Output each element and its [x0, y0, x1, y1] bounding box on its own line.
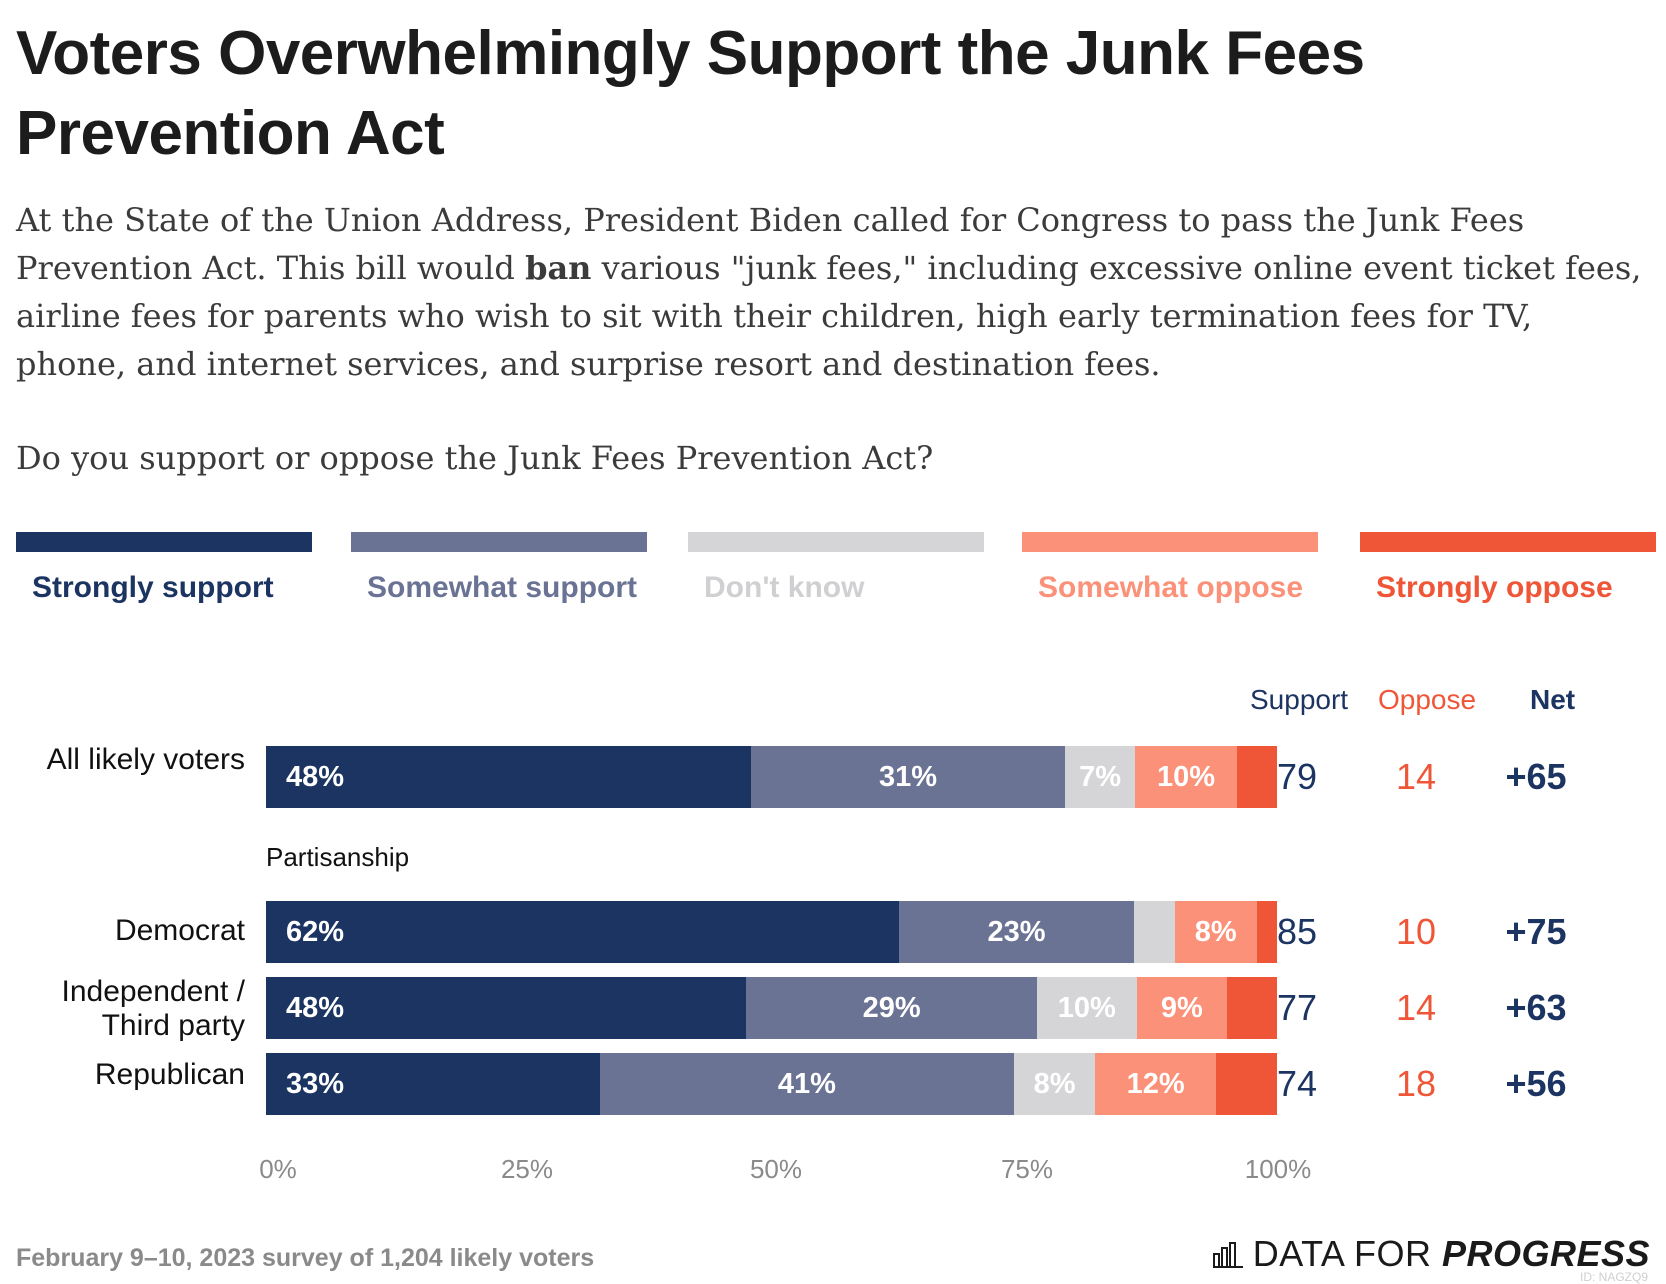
- data-label: 31%: [878, 761, 938, 793]
- bar-segment-all-likely-voters-somewhat-oppose: [1135, 746, 1237, 808]
- data-label: 62%: [286, 916, 345, 948]
- support-column-header: Support: [1250, 684, 1349, 715]
- data-label: 8%: [1194, 916, 1237, 948]
- x-tick-label: 50%: [749, 1154, 803, 1184]
- support-value: 77: [1276, 987, 1318, 1028]
- bar-segment-republican-somewhat-oppose: [1095, 1053, 1217, 1115]
- data-label: 48%: [286, 761, 345, 793]
- survey-question: Do you support or oppose the Junk Fees P…: [16, 439, 934, 477]
- bar-segment-republican-somewhat-support: [599, 1053, 1015, 1115]
- bar-segment-independent-strongly-oppose: [1226, 977, 1277, 1039]
- bar-segment-all-likely-voters-somewhat-support: [751, 746, 1065, 808]
- brand-logo: DATA FOR PROGRESS: [1212, 1232, 1650, 1276]
- legend-swatch: [351, 532, 647, 552]
- description-text-after: various "junk fees," including excessive…: [16, 249, 1642, 383]
- data-label: 7%: [1079, 761, 1122, 793]
- brand-name-bold: PROGRESS: [1441, 1233, 1650, 1274]
- legend-item-strongly-oppose: Strongly oppose: [1360, 532, 1656, 610]
- data-label: 29%: [862, 992, 921, 1024]
- bar-segment-independent-dont-know: [1036, 977, 1137, 1039]
- legend-item-strongly-support: Strongly support: [16, 532, 312, 610]
- bar-segment-democrat-strongly-oppose: [1256, 901, 1277, 963]
- oppose-column-header: Oppose: [1378, 684, 1477, 715]
- survey-note: February 9–10, 2023 survey of 1,204 like…: [16, 1244, 595, 1272]
- bar-segment-independent-strongly-support: [266, 977, 747, 1039]
- row-label-republican: Republican: [94, 1058, 245, 1091]
- bar-segment-all-likely-voters-strongly-support: [266, 746, 752, 808]
- oppose-value: 10: [1395, 911, 1437, 952]
- oppose-value: 14: [1395, 987, 1437, 1028]
- net-value: +56: [1505, 1063, 1567, 1104]
- net-value: +63: [1505, 987, 1567, 1028]
- bar-segment-all-likely-voters-dont-know: [1064, 746, 1136, 808]
- x-tick-label: 25%: [500, 1154, 554, 1184]
- legend-label: Somewhat support: [367, 571, 638, 604]
- oppose-value: 18: [1395, 1063, 1437, 1104]
- legend-swatch: [1360, 532, 1656, 552]
- legend-swatch: [688, 532, 984, 552]
- row-label-democrat: Democrat: [114, 914, 245, 947]
- net-column-header: Net: [1530, 684, 1576, 715]
- data-label: 41%: [777, 1068, 836, 1100]
- brand-name-plain: DATA FOR: [1252, 1233, 1442, 1274]
- row-label-independent: Independent / Third party: [61, 975, 245, 1042]
- x-tick-label: 0%: [259, 1154, 297, 1184]
- support-value: 85: [1276, 911, 1318, 952]
- legend-label: Strongly support: [32, 571, 274, 604]
- chart-description: At the State of the Union Address, Presi…: [16, 196, 1646, 388]
- legend-label: Don't know: [704, 571, 865, 604]
- data-label: 12%: [1126, 1068, 1185, 1100]
- support-value: 79: [1276, 756, 1318, 797]
- data-label: 23%: [987, 916, 1046, 948]
- legend-item-somewhat-oppose: Somewhat oppose: [1022, 532, 1318, 610]
- net-value: +75: [1505, 911, 1567, 952]
- row-label-all-likely-voters: All likely voters: [46, 743, 245, 776]
- legend-item-dont-know: Don't know: [688, 532, 984, 610]
- description-emphasis: ban: [525, 249, 592, 287]
- chart-title: Voters Overwhelmingly Support the Junk F…: [16, 19, 1365, 168]
- bar-segment-all-likely-voters-strongly-oppose: [1236, 746, 1277, 808]
- bar-segment-republican-strongly-support: [266, 1053, 600, 1115]
- net-value: +65: [1505, 756, 1567, 797]
- bar-segment-independent-somewhat-oppose: [1136, 977, 1227, 1039]
- data-label: 33%: [286, 1068, 345, 1100]
- bar-segment-independent-somewhat-support: [746, 977, 1037, 1039]
- legend-label: Strongly oppose: [1376, 571, 1613, 604]
- data-label: 10%: [1057, 992, 1116, 1024]
- legend-swatch: [16, 532, 312, 552]
- x-tick-label: 75%: [1000, 1154, 1054, 1184]
- data-label: 48%: [286, 992, 345, 1024]
- bar-segment-republican-strongly-oppose: [1216, 1053, 1277, 1115]
- data-label: 10%: [1156, 761, 1216, 793]
- brand-name: DATA FOR PROGRESS: [1253, 1233, 1650, 1275]
- data-label: 8%: [1033, 1068, 1076, 1100]
- support-value: 74: [1276, 1063, 1318, 1104]
- oppose-value: 14: [1395, 756, 1437, 797]
- bar-segment-democrat-somewhat-support: [899, 901, 1135, 963]
- legend-swatch: [1022, 532, 1318, 552]
- description-text-before: At the State of the Union Address, Presi…: [16, 201, 1525, 287]
- legend-label: Somewhat oppose: [1038, 571, 1304, 604]
- x-tick-label: 100%: [1244, 1154, 1312, 1184]
- bar-segment-democrat-dont-know: [1134, 901, 1175, 963]
- bar-chart-logo-icon: [1212, 1242, 1243, 1268]
- data-label: 9%: [1160, 992, 1203, 1024]
- chart-id: ID: NAGZQ9: [1579, 1270, 1648, 1284]
- group-label-partisanship: Partisanship: [266, 842, 410, 872]
- legend-item-somewhat-support: Somewhat support: [351, 532, 647, 610]
- bar-segment-democrat-somewhat-oppose: [1174, 901, 1257, 963]
- bar-segment-democrat-strongly-support: [266, 901, 900, 963]
- bar-segment-republican-dont-know: [1014, 1053, 1095, 1115]
